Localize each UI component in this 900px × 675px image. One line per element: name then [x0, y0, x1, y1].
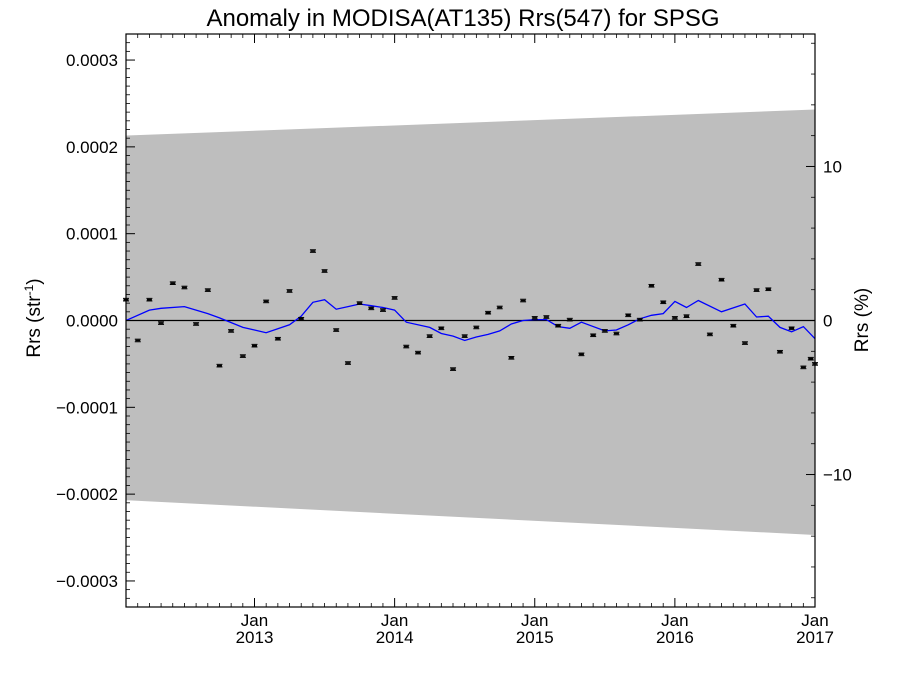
data-point: [239, 354, 246, 358]
uncertainty-band: [126, 109, 815, 535]
x-tick-label-year: 2014: [376, 628, 414, 647]
data-point: [578, 352, 585, 357]
y2-axis-label: Rrs (%): [852, 288, 873, 352]
data-point: [485, 310, 492, 315]
y-tick-label: 0.0001: [66, 225, 118, 244]
data-point: [286, 289, 293, 293]
data-point: [520, 298, 527, 303]
x-tick-label-month: Jan: [241, 611, 268, 630]
data-point: [333, 328, 340, 332]
data-point: [450, 367, 457, 371]
data-point: [776, 349, 783, 354]
data-point: [169, 281, 176, 285]
x-tick-label-year: 2013: [236, 628, 274, 647]
data-point: [403, 344, 410, 349]
plot-area: 0.0003 0.0002 0.0001 0.0000 −0.0001 −0.0002 −0…: [56, 33, 852, 647]
data-point: [391, 296, 398, 300]
data-point: [309, 249, 316, 253]
data-point: [555, 323, 562, 328]
data-point: [274, 336, 281, 341]
y2-tick-label: 10: [823, 157, 842, 176]
data-point: [543, 315, 550, 319]
y-tick-label: 0.0002: [66, 138, 118, 157]
data-point: [193, 322, 200, 326]
y-axis-label: Rrs (str-1): [22, 278, 45, 357]
data-point: [228, 329, 235, 333]
data-point: [695, 262, 702, 266]
data-point: [134, 338, 141, 343]
y2-tick-label: 0: [823, 312, 832, 331]
data-point: [415, 350, 422, 355]
y2-tick-label: −10: [823, 466, 852, 485]
data-point: [807, 356, 814, 361]
y-tick-label: 0.0000: [66, 312, 118, 331]
data-point: [368, 306, 375, 311]
data-point: [251, 343, 258, 348]
data-point: [601, 329, 608, 333]
data-point: [356, 301, 363, 305]
x-tick-label-month: Jan: [661, 611, 688, 630]
x-tick-label-year: 2017: [796, 628, 834, 647]
data-point: [800, 365, 807, 370]
x-tick-label-month: Jan: [381, 611, 408, 630]
data-point: [730, 323, 737, 328]
data-point: [216, 363, 223, 368]
data-point: [788, 326, 795, 331]
data-point: [263, 299, 270, 304]
data-point: [718, 277, 725, 282]
data-point: [344, 361, 351, 365]
data-point: [671, 316, 678, 320]
data-point: [660, 300, 667, 305]
data-point: [204, 288, 211, 292]
y-tick-label: −0.0003: [56, 572, 118, 591]
y-tick-label: −0.0001: [56, 398, 118, 417]
data-point: [613, 331, 620, 336]
data-point: [426, 334, 433, 338]
x-tick-label-year: 2015: [516, 628, 554, 647]
x-tick-label-month: Jan: [521, 611, 548, 630]
data-point: [181, 285, 188, 290]
chart-title: Anomaly in MODISA(AT135) Rrs(547) for SP…: [206, 5, 719, 32]
data-point: [683, 314, 690, 318]
data-point: [706, 332, 713, 337]
data-point: [496, 305, 503, 310]
data-point: [648, 283, 655, 288]
data-point: [765, 287, 772, 292]
data-point: [379, 308, 386, 312]
data-point: [566, 317, 573, 322]
data-point: [753, 288, 760, 292]
data-point: [636, 317, 643, 322]
data-point: [531, 316, 538, 320]
data-point: [158, 321, 165, 325]
data-point: [625, 313, 632, 318]
x-tick-label-month: Jan: [801, 611, 828, 630]
data-point: [298, 316, 305, 321]
smoothed-series-line: [125, 298, 816, 342]
data-point: [461, 334, 468, 338]
y-tick-label: 0.0003: [66, 51, 118, 70]
data-point: [473, 325, 480, 330]
data-point: [590, 333, 597, 338]
data-point: [146, 297, 153, 302]
data-point: [741, 341, 748, 345]
x-tick-label-year: 2016: [656, 628, 694, 647]
y-tick-label: −0.0002: [56, 485, 118, 504]
data-point: [438, 326, 445, 331]
data-point: [508, 356, 515, 360]
data-point: [321, 269, 328, 273]
